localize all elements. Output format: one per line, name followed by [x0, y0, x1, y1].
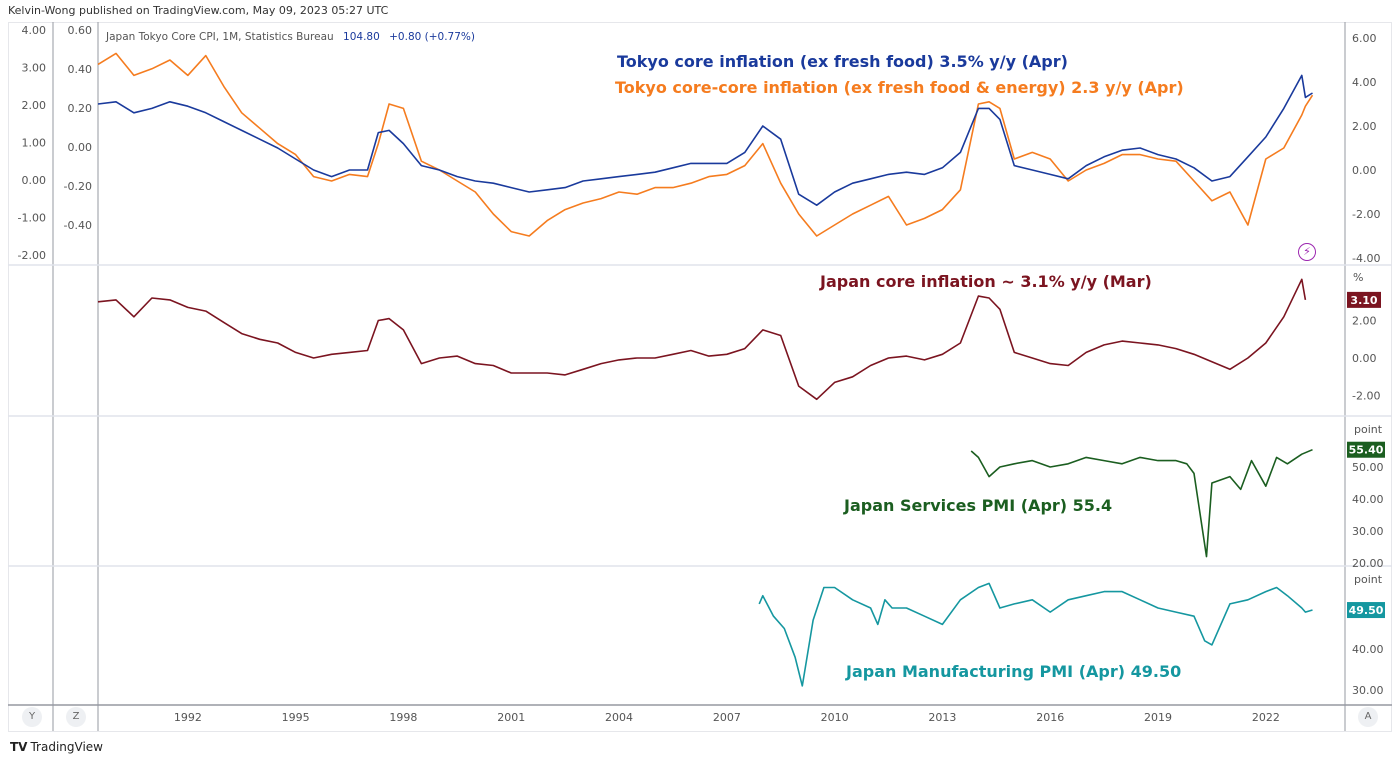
pane2-last-value-text: 3.10: [1350, 294, 1377, 307]
annotation-manufacturing-pmi: Japan Manufacturing PMI (Apr) 49.50: [846, 662, 1181, 681]
left-axis-1-tick-label: 3.00: [22, 62, 47, 75]
time-axis-tick-label: 2022: [1252, 711, 1280, 724]
left-axis-2-tick-label: -0.40: [64, 219, 92, 232]
left-axis-2-tick-label: 0.00: [68, 141, 93, 154]
time-axis-tick-label: 1992: [174, 711, 202, 724]
left-axis-1-tick-label: 4.00: [22, 24, 47, 37]
pane3-tick-label: 30.00: [1352, 525, 1384, 538]
legend-value: 104.80: [343, 31, 380, 43]
auto-scale-button[interactable]: A: [1358, 707, 1378, 727]
series-legend[interactable]: Japan Tokyo Core CPI, 1M, Statistics Bur…: [106, 31, 475, 43]
annotation-services-pmi: Japan Services PMI (Apr) 55.4: [844, 496, 1112, 515]
legend-change: +0.80 (+0.77%): [389, 31, 475, 43]
time-axis-tick-label: 2010: [821, 711, 849, 724]
tradingview-logo[interactable]: TV TradingView: [10, 740, 103, 754]
pane3-tick-label: 50.00: [1352, 461, 1384, 474]
left-axis-2-tick-label: 0.60: [68, 24, 93, 37]
pane3-tick-label: 20.00: [1352, 557, 1384, 570]
right-axis-tick-label: 4.00: [1352, 76, 1377, 89]
time-axis-tick-label: 2016: [1036, 711, 1064, 724]
time-axis-tick-label: 2019: [1144, 711, 1172, 724]
annotation-japan-core: Japan core inflation ~ 3.1% y/y (Mar): [820, 272, 1152, 291]
legend-title: Japan Tokyo Core CPI, 1M, Statistics Bur…: [106, 31, 334, 43]
brand-name: TradingView: [30, 740, 103, 754]
time-axis-tick-label: 1995: [282, 711, 310, 724]
annotation-tokyo-core: Tokyo core inflation (ex fresh food) 3.5…: [617, 52, 1068, 71]
left-axis-1-tick-label: 2.00: [22, 99, 47, 112]
pane2-unit-label: %: [1353, 271, 1363, 284]
pane2-tick-label: -2.00: [1352, 390, 1380, 403]
z-axis-button[interactable]: Z: [66, 707, 86, 727]
time-axis-tick-label: 2001: [497, 711, 525, 724]
time-axis-tick-label: 1998: [389, 711, 417, 724]
pane3-unit-label: point: [1354, 423, 1383, 436]
annotation-tokyo-core-core: Tokyo core-core inflation (ex fresh food…: [615, 78, 1184, 97]
tradingview-logo-icon: TV: [10, 740, 27, 754]
left-axis-1-tick-label: -1.00: [18, 212, 46, 225]
pane4-unit-label: point: [1354, 573, 1383, 586]
pane3-last-value-text: 55.40: [1349, 444, 1384, 457]
pane4-tick-label: 40.00: [1352, 643, 1384, 656]
pane3-tick-label: 40.00: [1352, 493, 1384, 506]
left-axis-2-tick-label: 0.20: [68, 102, 93, 115]
pane2-tick-label: 0.00: [1352, 352, 1377, 365]
pane4-last-value-text: 49.50: [1349, 604, 1384, 617]
left-axis-1-tick-label: -2.00: [18, 249, 46, 262]
time-axis-tick-label: 2013: [928, 711, 956, 724]
left-axis-2-tick-label: -0.20: [64, 180, 92, 193]
right-axis-tick-label: -2.00: [1352, 208, 1380, 221]
flash-icon[interactable]: ⚡: [1298, 243, 1316, 261]
japan-core-inflation-line: [98, 279, 1305, 399]
pane4-tick-label: 30.00: [1352, 684, 1384, 697]
right-axis-tick-label: 2.00: [1352, 120, 1377, 133]
right-axis-tick-label: 6.00: [1352, 32, 1377, 45]
left-axis-1-tick-label: 0.00: [22, 174, 47, 187]
right-axis-tick-label: -4.00: [1352, 252, 1380, 265]
pane2-tick-label: 2.00: [1352, 315, 1377, 328]
time-axis-tick-label: 2007: [713, 711, 741, 724]
left-axis-1-tick-label: 1.00: [22, 137, 47, 150]
left-axis-2-tick-label: 0.40: [68, 63, 93, 76]
time-axis-tick-label: 2004: [605, 711, 633, 724]
y-axis-button[interactable]: Y: [22, 707, 42, 727]
right-axis-tick-label: 0.00: [1352, 164, 1377, 177]
